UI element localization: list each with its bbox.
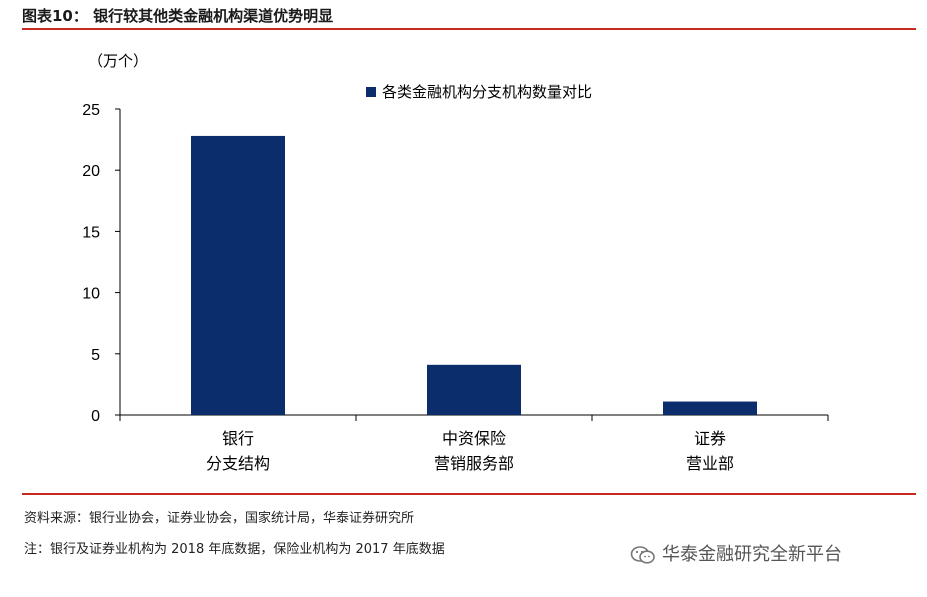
source-note: 资料来源：银行业协会，证券业协会，国家统计局，华泰证券研究所 (24, 511, 415, 526)
y-axis-unit-label: （万个） (88, 52, 149, 70)
y-tick-label: 25 (82, 102, 100, 119)
chart-legend: 各类金融机构分支机构数量对比 (366, 83, 592, 101)
x-tick-label: 营业部 (686, 454, 734, 473)
legend-label: 各类金融机构分支机构数量对比 (382, 83, 592, 101)
y-tick-label: 15 (82, 224, 100, 241)
x-tick-label: 银行 (222, 429, 254, 448)
footer-rule (22, 493, 916, 495)
figure-title: 图表10： 银行较其他类金融机构渠道优势明显 (22, 7, 334, 25)
y-tick-label: 10 (82, 286, 100, 303)
x-tick-label: 中资保险 (442, 429, 506, 448)
chart-bars (191, 135, 757, 416)
y-tick-label: 20 (82, 163, 100, 180)
x-tick-label: 证券 (694, 429, 726, 448)
x-tick-label: 营销服务部 (434, 454, 514, 473)
footnote: 注：银行及证券业机构为 2018 年底数据，保险业机构为 2017 年底数据 (24, 542, 445, 557)
bar (427, 364, 521, 415)
y-tick-label: 0 (91, 408, 100, 425)
watermark-text: 华泰金融研究全新平台 (662, 544, 842, 565)
y-tick-label: 5 (91, 347, 100, 364)
wechat-icon (630, 546, 655, 564)
bar (191, 135, 285, 416)
watermark: 华泰金融研究全新平台 (630, 540, 842, 566)
bar (663, 401, 757, 415)
title-rule (22, 28, 916, 30)
x-tick-label: 分支结构 (206, 454, 270, 473)
legend-swatch (366, 87, 376, 97)
